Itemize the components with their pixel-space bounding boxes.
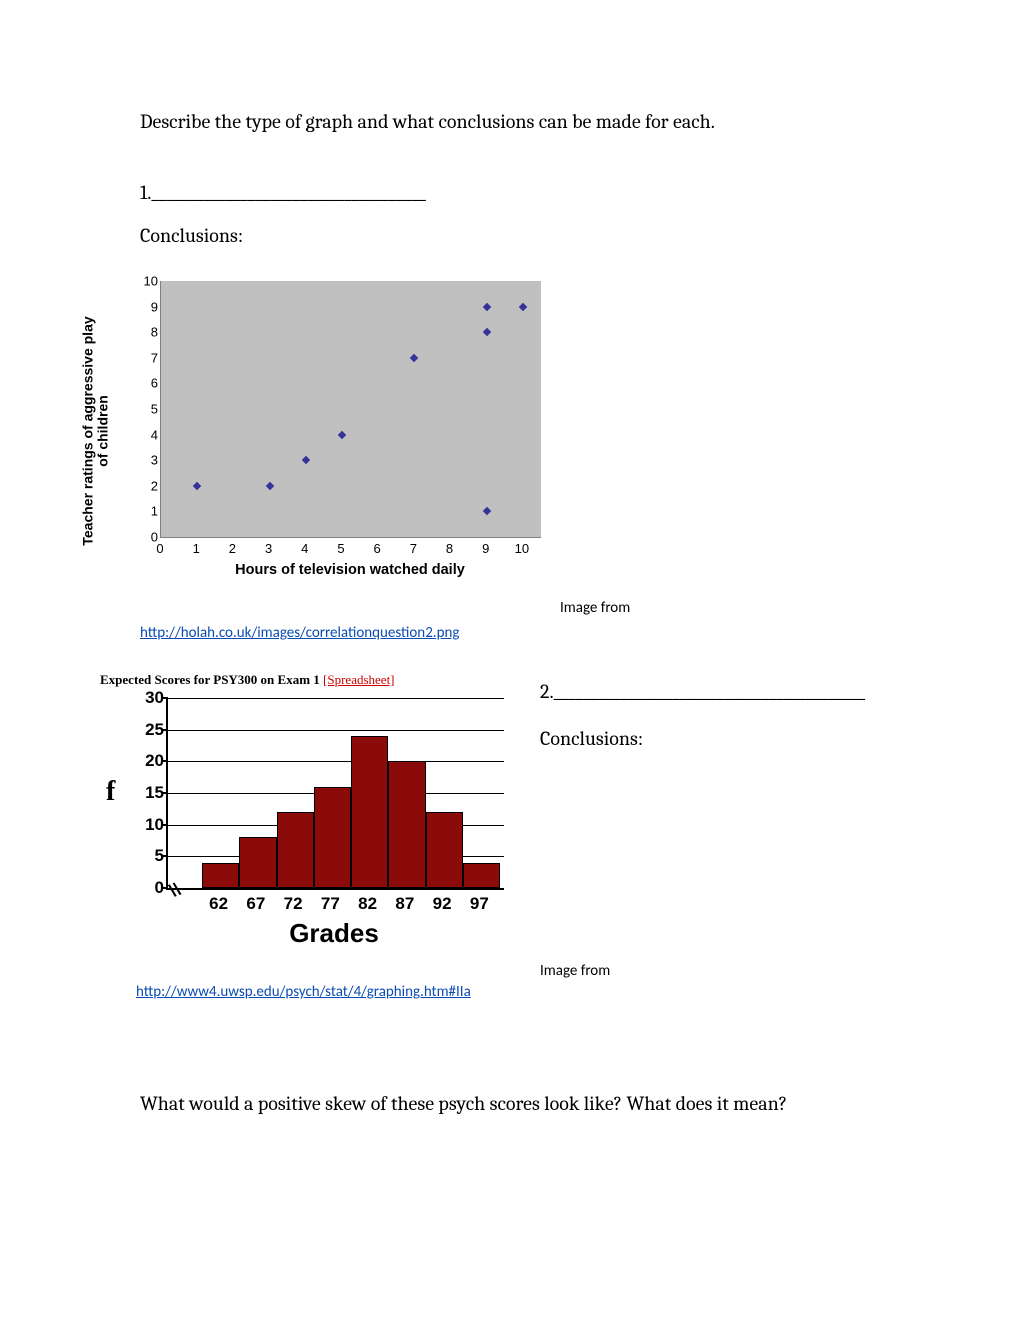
final-question: What would a positive skew of these psyc…	[140, 1092, 880, 1115]
scatter-xtick: 7	[410, 541, 417, 556]
scatter-ytick: 2	[132, 478, 158, 493]
q1-number: 1.	[140, 181, 151, 204]
question-1: 1._____________________________________	[140, 181, 880, 204]
q1-blank: _____________________________________	[151, 181, 426, 204]
scatter-yticks: 012345678910	[132, 281, 158, 537]
hist-ytick: 15	[136, 783, 164, 803]
hist-ytick: 0	[136, 878, 164, 898]
hist-bar	[277, 812, 314, 888]
hist-ytick: 20	[136, 751, 164, 771]
hist-tickmark	[163, 760, 168, 762]
hist-gridline	[168, 730, 504, 731]
hist-xtick: 62	[209, 894, 228, 914]
hist-gridline	[168, 698, 504, 699]
hist-xtick: 87	[395, 894, 414, 914]
scatter-ytick: 6	[132, 376, 158, 391]
hist-bar	[426, 812, 463, 888]
scatter-xtick: 5	[337, 541, 344, 556]
intro-text: Describe the type of graph and what conc…	[140, 110, 880, 133]
hist-tickmark	[163, 855, 168, 857]
scatter-xtick: 1	[193, 541, 200, 556]
scatter-xtick: 2	[229, 541, 236, 556]
histogram-section: Expected Scores for PSY300 on Exam 1 [Sp…	[100, 672, 880, 1012]
hist-ytick: 10	[136, 815, 164, 835]
source-link-2[interactable]: http://www4.uwsp.edu/psych/stat/4/graphi…	[136, 983, 471, 1001]
scatter-ytick: 10	[132, 274, 158, 289]
q2-number: 2.	[540, 680, 554, 703]
hist-xtick: 67	[246, 894, 265, 914]
scatter-point	[410, 354, 418, 362]
image-from-1: Image from	[560, 599, 630, 641]
scatter-xtick: 10	[515, 541, 529, 556]
scatter-point	[519, 302, 527, 310]
hist-tickmark	[163, 824, 168, 826]
scatter-ytick: 9	[132, 299, 158, 314]
hist-tickmark	[163, 729, 168, 731]
histogram-ylabel: f	[106, 776, 115, 808]
hist-xtick: 72	[284, 894, 303, 914]
hist-xtick: 97	[470, 894, 489, 914]
scatter-xtick: 3	[265, 541, 272, 556]
hist-bar	[239, 837, 276, 888]
source-link-1[interactable]: http://holah.co.uk/images/correlationque…	[140, 624, 459, 642]
scatter-ytick: 7	[132, 350, 158, 365]
hist-ytick: 5	[136, 846, 164, 866]
histogram-chart: f \\ Grades 0510152025306267727782879297	[122, 692, 512, 948]
hist-xtick: 82	[358, 894, 377, 914]
image-from-2: Image from	[540, 962, 610, 980]
question-2: 2.______________________________________…	[540, 680, 865, 703]
hist-gridline	[168, 761, 504, 762]
scatter-point	[338, 430, 346, 438]
scatter-xtick: 0	[156, 541, 163, 556]
scatter-point	[193, 482, 201, 490]
hist-bar	[202, 863, 239, 888]
scatter-point	[482, 328, 490, 336]
scatter-ytick: 3	[132, 453, 158, 468]
scatter-xtick: 4	[301, 541, 308, 556]
scatter-ytick: 5	[132, 402, 158, 417]
scatter-ytick: 1	[132, 504, 158, 519]
scatter-plot-area	[160, 281, 541, 538]
hist-bar	[314, 787, 351, 888]
histogram-title-text: Expected Scores for PSY300 on Exam 1	[100, 672, 323, 687]
hist-xtick: 77	[321, 894, 340, 914]
scatter-xtick: 8	[446, 541, 453, 556]
histogram-xlabel: Grades	[166, 918, 502, 949]
hist-bar	[388, 761, 425, 888]
q2-blank: ________________________________________…	[554, 680, 866, 703]
scatter-point	[265, 482, 273, 490]
hist-tickmark	[163, 887, 168, 889]
hist-bar	[351, 736, 388, 888]
scatter-ytick: 8	[132, 325, 158, 340]
q1-conclusions-label: Conclusions:	[140, 224, 880, 247]
scatter-ytick: 0	[132, 530, 158, 545]
hist-tickmark	[163, 792, 168, 794]
scatter-ylabel-line2: of children	[95, 395, 111, 467]
hist-xtick: 92	[433, 894, 452, 914]
scatter-ylabel-line1: Teacher ratings of aggressive play	[80, 316, 96, 545]
hist-ytick: 25	[136, 720, 164, 740]
hist-bar	[463, 863, 500, 888]
scatter-xtick: 9	[482, 541, 489, 556]
scatter-point	[482, 507, 490, 515]
scatter-ylabel: Teacher ratings of aggressive play of ch…	[81, 316, 112, 545]
scatter-chart: Teacher ratings of aggressive play of ch…	[110, 281, 550, 601]
scatter-xlabel: Hours of television watched daily	[160, 562, 540, 578]
question-2-block: 2.______________________________________…	[540, 680, 865, 784]
scatter-xtick: 6	[374, 541, 381, 556]
q2-conclusions-label: Conclusions:	[540, 727, 865, 750]
hist-ytick: 30	[136, 688, 164, 708]
scatter-xticks: 012345678910	[160, 541, 540, 561]
scatter-point	[482, 302, 490, 310]
hist-tickmark	[163, 697, 168, 699]
scatter-ytick: 4	[132, 427, 158, 442]
histogram-plot-area	[166, 698, 504, 890]
scatter-point	[302, 456, 310, 464]
spreadsheet-link[interactable]: [Spreadsheet]	[323, 672, 394, 687]
